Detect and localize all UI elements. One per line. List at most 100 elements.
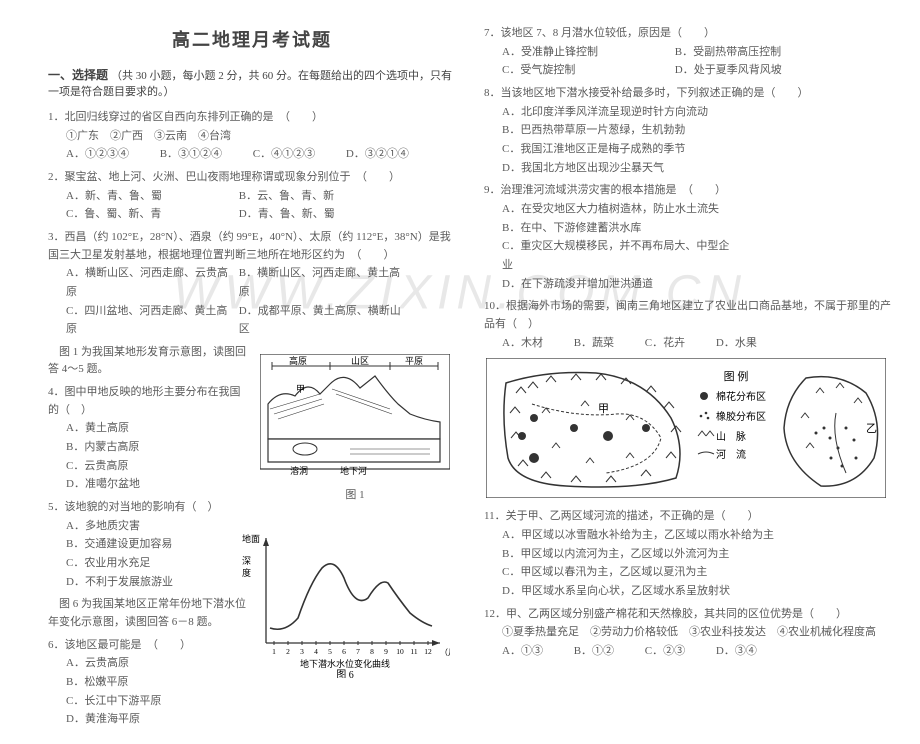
q12-stem: 12．甲、乙两区域分别盛产棉花和天然橡胶，其共同的区位优势是（ ） [484, 606, 892, 624]
q1-d: D．③②①④ [346, 145, 409, 164]
fig6-month-2: 2 [286, 647, 290, 656]
q1-b: B．③①②④ [160, 145, 222, 164]
q4-a: A．黄土高原 [66, 419, 129, 438]
fig1-label-gaoyuan: 高原 [289, 355, 307, 366]
q12-a: A．①③ [502, 642, 543, 661]
fig6-month-3: 3 [300, 647, 304, 656]
map-leg3: 山 脉 [716, 430, 746, 443]
q12-options: A．①③ B．①② C．②③ D．③④ [502, 642, 892, 661]
fig6-ylabel-top: 地面 [242, 533, 260, 544]
q10-d: D．水果 [716, 334, 757, 353]
q12-c: C．②③ [645, 642, 685, 661]
q10-stem: 10．根据海外市场的需要，闽南三角地区建立了农业出口商品基地，不属于那里的产品有… [484, 298, 892, 333]
q2-stem: 2．聚宝盆、地上河、火洲、巴山夜雨地理称谓或现象分别位于 （ ） [48, 169, 456, 187]
section-1-instruction: （共 30 小题，每小题 2 分，共 60 分。在每题给出的四个选项中，只有一项… [48, 70, 452, 98]
q11-options: A．甲区域以冰雪融水补给为主，乙区域以雨水补给为主 B．甲区域以内流河为主，乙区… [502, 526, 892, 601]
q7-a: A．受准静止锋控制 [502, 43, 672, 62]
q9-options: A．在受灾地区大力植树造林，防止水土流失 B．在中、下游修建蓄洪水库 C．重灾区… [502, 200, 892, 293]
q3-options: A．横断山区、河西走廊、云贵高原 B．横断山区、河西走廊、黄土高原 C．四川盆地… [66, 264, 456, 339]
q5: 5．该地貌的对当地的影响有（ ） A．多地质灾害 B．交通建设更加容易 C．农业… [48, 499, 248, 591]
q12-sub: ①夏季热量充足 ②劳动力价格较低 ③农业科技发达 ④农业机械化程度高 [502, 623, 892, 642]
fig6-ylabel-1: 深 [242, 556, 251, 566]
fig6-xlabel: 地下潜水水位变化曲线 [300, 658, 390, 669]
q2-b: B．云、鲁、青、新 [239, 187, 409, 206]
map-leg4: 河 流 [716, 448, 746, 461]
q1-options: A．①②③④ B．③①②④ C．④①②③ D．③②①④ [66, 145, 456, 164]
q6: 6．该地区最可能是 （ ） A．云贵高原 B．松嫩平原 C．长江中下游平原 D．… [48, 637, 248, 729]
map-label-b: 乙 [866, 422, 877, 435]
q6-c: C．长江中下游平原 [66, 692, 161, 711]
q3-a: A．横断山区、河西走廊、云贵高原 [66, 264, 236, 301]
q11-stem: 11．关于甲、乙两区域河流的描述，不正确的是（ ） [484, 508, 892, 526]
q4-c: C．云贵高原 [66, 457, 128, 476]
map-leg1: 棉花分布区 [716, 390, 766, 403]
q2-c: C．鲁、蜀、新、青 [66, 205, 236, 224]
q9-d: D．在下游疏浚并增加泄洪通道 [502, 275, 672, 294]
q11-a: A．甲区域以冰雪融水补给为主，乙区域以雨水补给为主 [502, 526, 892, 545]
fig6-month-12: 12 [424, 647, 432, 656]
fig1-label-jia: 甲 [296, 384, 305, 394]
fig6-ylabel-2: 度 [242, 567, 251, 578]
q10: 10．根据海外市场的需要，闽南三角地区建立了农业出口商品基地，不属于那里的产品有… [484, 298, 892, 352]
q9-c: C．重灾区大规模移民，并不再布局大、中型企业 [502, 237, 732, 274]
q6-d: D．黄淮海平原 [66, 710, 140, 729]
q4: 4．图中甲地反映的地形主要分布在我国的（ ） A．黄土高原 B．内蒙古高原 C．… [48, 384, 248, 494]
q11-c: C．甲区域以春汛为主，乙区域以夏汛为主 [502, 563, 892, 582]
q6-b: B．松嫩平原 [66, 673, 128, 692]
q8-c: C．我国江淮地区正是梅子成熟的季节 [502, 140, 892, 159]
map-leg2: 橡胶分布区 [716, 410, 766, 423]
fig6-month-8: 8 [370, 647, 374, 656]
lead-6-8: 图 6 为我国某地区正常年份地下潜水位年变化示意图，读图回答 6－8 题。 [48, 596, 248, 631]
q3-c: C．四川盆地、河西走廊、黄土高原 [66, 302, 236, 339]
q3-d: D．成都平原、黄土高原、横断山区 [239, 302, 409, 339]
q7-c: C．受气旋控制 [502, 61, 672, 80]
q2-d: D．青、鲁、新、蜀 [239, 205, 409, 224]
section-1-label: 一、选择题 [48, 68, 108, 82]
q9-a: A．在受灾地区大力植树造林，防止水土流失 [502, 200, 732, 219]
fig6-month-6: 6 [342, 647, 346, 656]
page: 高二地理月考试题 一、选择题 （共 30 小题，每小题 2 分，共 60 分。在… [0, 0, 920, 744]
q1-a: A．①②③④ [66, 145, 129, 164]
fig6-month-5: 5 [328, 647, 332, 656]
q10-c: C．花卉 [645, 334, 685, 353]
q7-options: A．受准静止锋控制 B．受副热带高压控制 C．受气旋控制 D．处于夏季风背风坡 [502, 43, 892, 80]
q5-a: A．多地质灾害 [66, 517, 140, 536]
q2-a: A．新、青、鲁、蜀 [66, 187, 236, 206]
fig6-month-11: 11 [410, 647, 417, 656]
fig6-month-7: 7 [356, 647, 360, 656]
q4-b: B．内蒙古高原 [66, 438, 139, 457]
q5-c: C．农业用水充足 [66, 554, 150, 573]
q1-c: C．④①②③ [253, 145, 315, 164]
section-1-heading: 一、选择题 （共 30 小题，每小题 2 分，共 60 分。在每题给出的四个选项… [48, 66, 456, 99]
fig6-xunit: （月） [440, 648, 450, 657]
q3-b: B．横断山区、河西走廊、黄土高原 [239, 264, 409, 301]
q7-b: B．受副热带高压控制 [675, 43, 845, 62]
q9: 9．治理淮河流域洪涝灾害的根本措施是 （ ） A．在受灾地区大力植树造林，防止水… [484, 182, 892, 293]
left-column: 高二地理月考试题 一、选择题 （共 30 小题，每小题 2 分，共 60 分。在… [48, 20, 456, 734]
fig1-label-dixiahe: 地下河 [340, 465, 367, 476]
q2: 2．聚宝盆、地上河、火洲、巴山夜雨地理称谓或现象分别位于 （ ） A．新、青、鲁… [48, 169, 456, 224]
figure-6: 地面 深 度 123456789101112 （月） 地下潜水水位变化曲线 图 … [240, 528, 450, 678]
lead-4-5: 图 1 为我国某地形发育示意图，读图回答 4～5 题。 [48, 344, 248, 379]
q1: 1．北回归线穿过的省区自西向东排列正确的是 （ ） ①广东 ②广西 ③云南 ④台… [48, 109, 456, 164]
fig1-label-shanqu: 山区 [351, 356, 369, 366]
q3-stem: 3．西昌（约 102°E，28°N）、酒泉（约 99°E，40°N）、太原（约 … [48, 229, 456, 264]
q2-options: A．新、青、鲁、蜀 B．云、鲁、青、新 C．鲁、蜀、新、青 D．青、鲁、新、蜀 [66, 187, 456, 224]
q10-b: B．蔬菜 [574, 334, 614, 353]
q8-a: A．北印度洋季风洋流呈现逆时针方向流动 [502, 103, 892, 122]
q7: 7．该地区 7、8 月潜水位较低，原因是（ ） A．受准静止锋控制 B．受副热带… [484, 25, 892, 80]
q4-d: D．准噶尔盆地 [66, 475, 140, 494]
q4-options: A．黄土高原 B．内蒙古高原 C．云贵高原 D．准噶尔盆地 [66, 419, 248, 494]
q5-d: D．不利于发展旅游业 [66, 573, 173, 592]
fig-wrap: 图 1 为我国某地形发育示意图，读图回答 4～5 题。 高原 山区 平原 [48, 344, 456, 729]
q3: 3．西昌（约 102°E，28°N）、酒泉（约 99°E，40°N）、太原（约 … [48, 229, 456, 339]
fig6-month-4: 4 [314, 647, 318, 656]
q8-options: A．北印度洋季风洋流呈现逆时针方向流动 B．巴西热带草原一片葱绿，生机勃勃 C．… [502, 103, 892, 178]
q12: 12．甲、乙两区域分别盛产棉花和天然橡胶，其共同的区位优势是（ ） ①夏季热量充… [484, 606, 892, 661]
q6-a: A．云贵高原 [66, 654, 129, 673]
map-legend-title: 图 例 [724, 369, 749, 383]
q1-stem: 1．北回归线穿过的省区自西向东排列正确的是 （ ） [48, 109, 456, 127]
figure-map: 甲 乙 图 例 棉花分布区 橡胶分布区 [486, 358, 892, 498]
q5-stem: 5．该地貌的对当地的影响有（ ） [48, 499, 248, 517]
map-label-a: 甲 [598, 403, 609, 415]
